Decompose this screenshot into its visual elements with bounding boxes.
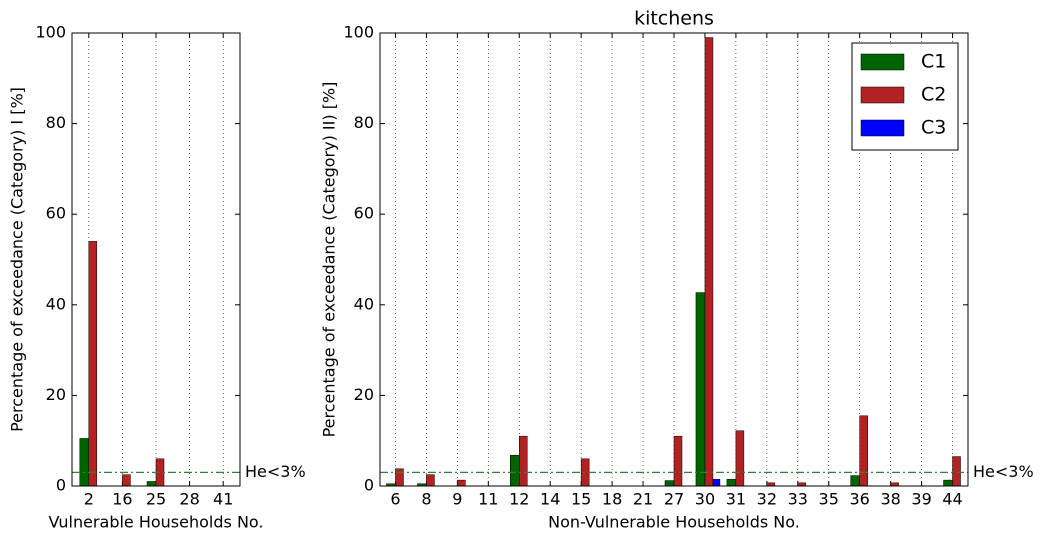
- bar: [704, 37, 714, 487]
- legend-label: C1: [921, 51, 946, 73]
- y-tick-label: 20: [46, 385, 66, 404]
- y-tick-label: 60: [354, 204, 374, 223]
- x-tick-label: 33: [788, 490, 808, 509]
- axes-frame: [379, 32, 969, 487]
- x-tick-label: 16: [112, 490, 132, 509]
- bar: [726, 478, 737, 487]
- x-tick-label: 35: [819, 490, 839, 509]
- bar: [146, 481, 157, 487]
- bar: [952, 456, 961, 487]
- legend-swatch: [860, 53, 905, 71]
- x-axis-label: Vulnerable Households No.: [49, 513, 264, 532]
- y-tick-label: 80: [46, 113, 66, 132]
- y-tick-label: 80: [354, 113, 374, 132]
- legend-swatch: [860, 119, 905, 137]
- chart-title: kitchens: [634, 8, 714, 30]
- threshold-label: He<3%: [973, 462, 1034, 481]
- x-tick-label: 18: [602, 490, 622, 509]
- y-tick-label: 20: [354, 385, 374, 404]
- legend-label: C2: [921, 84, 946, 106]
- y-tick-label: 100: [35, 23, 66, 42]
- bar: [712, 478, 721, 487]
- x-tick-label: 21: [633, 490, 653, 509]
- y-tick-label: 40: [354, 294, 374, 313]
- y-tick-label: 0: [364, 476, 374, 495]
- bar: [735, 430, 745, 487]
- bar: [88, 241, 98, 487]
- x-tick-label: 25: [146, 490, 166, 509]
- bar: [859, 415, 868, 487]
- bar: [673, 435, 683, 487]
- legend-swatch: [860, 86, 905, 104]
- x-tick-label: 8: [421, 490, 431, 509]
- bar: [122, 474, 131, 487]
- x-tick-label: 15: [571, 490, 591, 509]
- x-tick-label: 27: [664, 490, 684, 509]
- y-axis-label: Percentage of exceedance (Category) II) …: [320, 82, 339, 438]
- x-tick-label: 6: [390, 490, 400, 509]
- axes-frame: [71, 32, 241, 487]
- bar: [850, 475, 860, 487]
- x-tick-label: 44: [942, 490, 962, 509]
- x-tick-label: 41: [213, 490, 233, 509]
- x-tick-label: 28: [179, 490, 199, 509]
- x-tick-label: 14: [540, 490, 560, 509]
- legend: C1 C2 C3: [851, 42, 959, 151]
- bar: [510, 454, 520, 487]
- y-axis-label: Percentage of exceedance (Category) I [%…: [8, 87, 27, 432]
- y-tick-label: 60: [46, 204, 66, 223]
- x-tick-label: 11: [478, 490, 498, 509]
- bar: [519, 435, 528, 487]
- x-tick-label: 31: [726, 490, 746, 509]
- x-tick-label: 30: [695, 490, 715, 509]
- y-tick-label: 40: [46, 294, 66, 313]
- threshold-label: He<3%: [245, 462, 306, 481]
- x-axis-label: Non-Vulnerable Households No.: [548, 513, 800, 532]
- x-tick-label: 39: [911, 490, 931, 509]
- bar: [457, 479, 466, 487]
- x-tick-label: 12: [509, 490, 529, 509]
- bar: [695, 292, 706, 487]
- x-tick-label: 38: [880, 490, 900, 509]
- bar: [580, 458, 590, 487]
- bar: [79, 438, 90, 487]
- x-tick-label: 2: [84, 490, 94, 509]
- y-tick-label: 100: [343, 23, 374, 42]
- bar: [395, 468, 404, 487]
- bar: [664, 480, 675, 487]
- x-tick-label: 36: [850, 490, 870, 509]
- bar: [943, 479, 953, 487]
- x-tick-label: 32: [757, 490, 777, 509]
- y-tick-label: 0: [56, 476, 66, 495]
- x-tick-label: 9: [452, 490, 462, 509]
- legend-label: C3: [921, 117, 946, 139]
- bar: [426, 474, 435, 487]
